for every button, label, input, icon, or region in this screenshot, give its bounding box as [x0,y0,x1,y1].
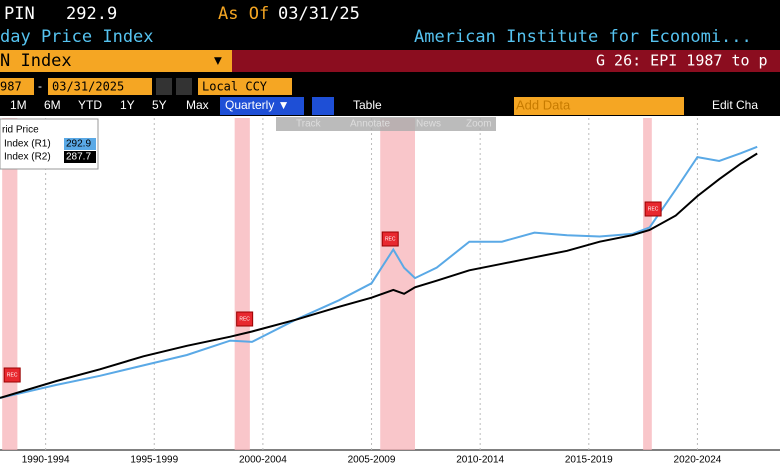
tool-button[interactable]: Zoom [466,119,492,130]
ticker: PIN [4,4,35,24]
table-button[interactable]: Table [353,98,382,112]
function-title[interactable]: G 26: EPI 1987 to p [596,52,768,70]
security-name: day Price Index [0,27,154,47]
x-tick-label: 2020-2024 [674,455,722,466]
end-date-field[interactable] [48,78,152,95]
range-button[interactable]: Max [186,98,209,112]
tool-button[interactable]: Track [296,119,322,130]
x-tick-label: 2000-2004 [239,455,287,466]
recession-band [643,118,652,450]
x-tick-label: 2015-2019 [565,455,613,466]
date-dash: - [38,79,42,93]
x-tick-label: 1995-1999 [130,455,178,466]
frequency-field[interactable] [220,97,304,115]
prev-button[interactable] [156,78,172,95]
as-of-date: 03/31/25 [278,4,360,24]
currency-field[interactable] [198,78,292,95]
recession-marker: REC [644,201,662,217]
legend-entries: Index (R1) 292.9 Index (R2) 287.7 [4,138,96,163]
function-bar [232,50,780,72]
recession-band [380,118,415,450]
recession-marker: REC [236,311,254,327]
legend-value-box [64,151,96,163]
chart: 1990-1994 1995-1999 2000-2004 2005-2009 2010… [0,118,758,466]
dropdown-icon[interactable]: ▼ [214,54,222,69]
add-data[interactable]: Add Data [516,97,571,112]
range-button[interactable]: 1M [10,98,27,112]
frequency[interactable]: Quarterly ▼ [225,98,290,112]
security-field[interactable]: N Index [0,51,72,71]
tool-button[interactable]: News [416,119,441,130]
range-button[interactable]: 6M [44,98,61,112]
legend-title: rid Price [2,125,39,136]
recession-marker-label: REC [385,236,396,242]
range-button[interactable]: 5Y [152,98,167,112]
add-data-field[interactable] [514,97,684,115]
recession-marker-box [381,231,399,247]
legend-label: Index (R1) [4,139,51,150]
start-date-field[interactable] [0,78,34,95]
edit-chart-button[interactable]: Edit Cha [712,98,758,112]
tool-button[interactable]: Annotate [350,119,390,130]
legend-value-box [64,138,96,150]
start-date[interactable]: 987 [0,80,22,94]
range-button[interactable]: YTD [78,98,102,112]
recession-band [234,118,250,450]
recession-marker-label: REC [7,372,18,378]
recession-marker: REC [3,367,21,383]
range-button[interactable]: 1Y [120,98,135,112]
legend-label: Index (R2) [4,152,51,163]
source-name: American Institute for Economi... [414,27,752,47]
series-line [0,152,758,399]
x-tick-label: 2010-2014 [456,455,504,466]
end-date[interactable]: 03/31/2025 [52,80,124,94]
security-bar[interactable] [0,50,232,72]
x-tick-label: 2005-2009 [348,455,396,466]
recession-marker-label: REC [239,316,250,322]
chart-view-button[interactable] [312,97,334,115]
recession-marker-box [236,311,254,327]
x-tick-label: 1990-1994 [22,455,70,466]
as-of-label: As Of [218,4,269,24]
recession-marker-box [644,201,662,217]
chart-toolbar [276,117,496,131]
recession-marker-box [3,367,21,383]
currency[interactable]: Local CCY [202,80,268,94]
recession-band [2,118,18,450]
legend-value: 292.9 [66,139,91,150]
next-button[interactable] [176,78,192,95]
recession-marker-label: REC [648,206,659,212]
legend-value: 287.7 [66,152,91,163]
series-line [0,145,758,399]
recession-marker: REC [381,231,399,247]
last-price: 292.9 [66,4,117,24]
